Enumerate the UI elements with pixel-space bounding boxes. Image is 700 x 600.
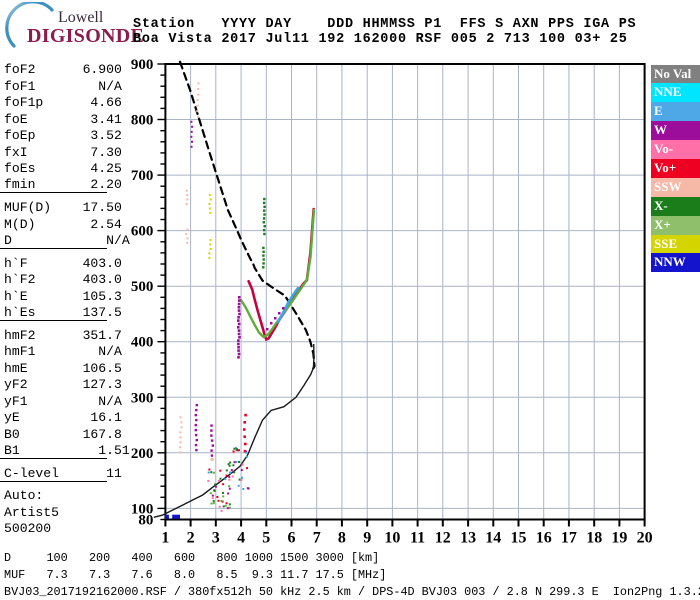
svg-text:12: 12: [435, 530, 451, 547]
svg-text:800: 800: [131, 113, 154, 129]
svg-text:15: 15: [511, 530, 527, 547]
svg-text:1: 1: [161, 530, 169, 547]
svg-text:10: 10: [384, 530, 400, 547]
svg-text:4: 4: [237, 530, 245, 547]
svg-text:6: 6: [288, 530, 296, 547]
svg-text:19: 19: [611, 530, 627, 547]
svg-text:8: 8: [338, 530, 346, 547]
svg-text:7: 7: [313, 530, 321, 547]
svg-text:200: 200: [131, 446, 154, 462]
svg-text:9: 9: [363, 530, 371, 547]
svg-text:5: 5: [262, 530, 270, 547]
svg-text:14: 14: [485, 530, 501, 547]
svg-text:400: 400: [131, 335, 154, 351]
svg-text:16: 16: [536, 530, 552, 547]
svg-text:20: 20: [637, 530, 653, 547]
svg-text:3: 3: [212, 530, 220, 547]
svg-text:2: 2: [187, 530, 195, 547]
svg-text:80: 80: [138, 513, 153, 529]
svg-text:500: 500: [131, 279, 154, 295]
svg-text:13: 13: [460, 530, 476, 547]
svg-text:900: 900: [131, 57, 154, 73]
svg-text:17: 17: [561, 530, 577, 547]
svg-text:700: 700: [131, 168, 154, 184]
svg-text:18: 18: [586, 530, 602, 547]
svg-text:600: 600: [131, 224, 154, 240]
svg-text:11: 11: [410, 530, 425, 547]
svg-text:300: 300: [131, 390, 154, 406]
